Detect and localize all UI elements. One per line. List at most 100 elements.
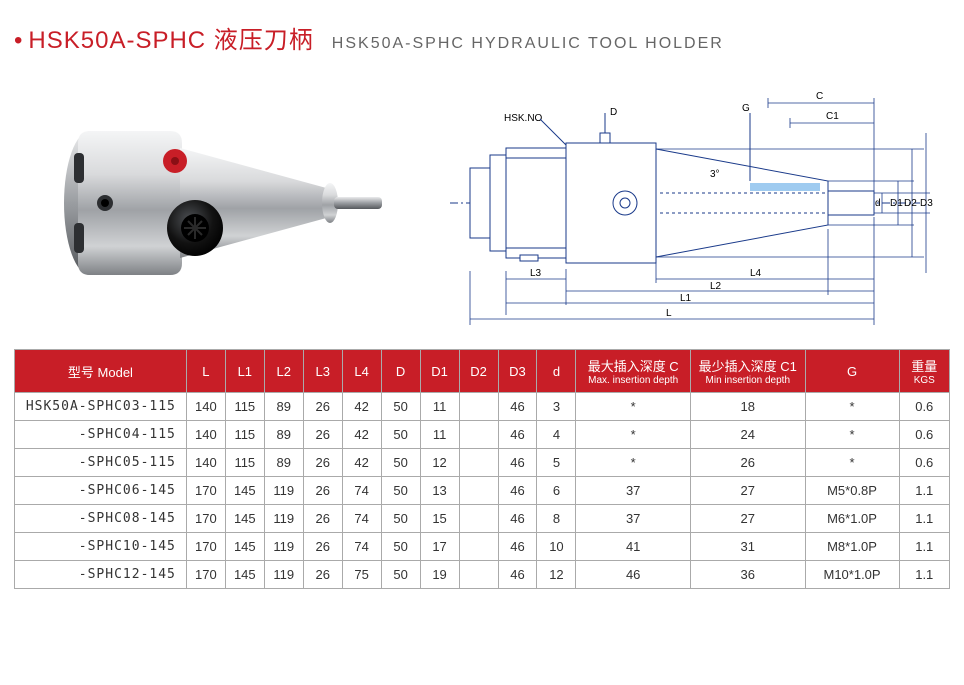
label-D: D (610, 107, 617, 118)
cell-L: 170 (186, 505, 225, 533)
cell-kgs: 1.1 (899, 477, 949, 505)
col-D1: D1 (420, 350, 459, 393)
col-model: 型号 Model (15, 350, 187, 393)
cell-kgs: 0.6 (899, 421, 949, 449)
label-C1: C1 (826, 111, 839, 122)
cell-G: M8*1.0P (805, 533, 899, 561)
cell-L4: 42 (342, 449, 381, 477)
cell-d: 10 (537, 533, 576, 561)
label-L2: L2 (710, 281, 722, 292)
col-D2: D2 (459, 350, 498, 393)
cell-G: * (805, 421, 899, 449)
cell-D3: 46 (498, 393, 537, 421)
col-maxC: 最大插入深度 CMax. insertion depth (576, 350, 691, 393)
cell-G: M6*1.0P (805, 505, 899, 533)
cell-kgs: 1.1 (899, 533, 949, 561)
cell-L4: 42 (342, 393, 381, 421)
cell-L: 140 (186, 421, 225, 449)
cell-D1: 19 (420, 561, 459, 589)
cell-D: 50 (381, 505, 420, 533)
label-d: d (875, 198, 881, 209)
cell-model: -SPHC06-145 (15, 477, 187, 505)
cell-minC1: 24 (690, 421, 805, 449)
table-row: -SPHC08-145170145119267450154683727M6*1.… (15, 505, 950, 533)
cell-D2 (459, 449, 498, 477)
cell-d: 3 (537, 393, 576, 421)
col-G: G (805, 350, 899, 393)
cell-L4: 74 (342, 533, 381, 561)
cell-model: -SPHC04-115 (15, 421, 187, 449)
cell-kgs: 0.6 (899, 449, 949, 477)
cell-d: 5 (537, 449, 576, 477)
col-L4: L4 (342, 350, 381, 393)
table-row: -SPHC04-1151401158926425011464*24*0.6 (15, 421, 950, 449)
col-L3: L3 (303, 350, 342, 393)
table-row: -SPHC06-145170145119267450134663727M5*0.… (15, 477, 950, 505)
cell-minC1: 18 (690, 393, 805, 421)
cell-D2 (459, 561, 498, 589)
label-3deg: 3° (710, 169, 720, 180)
cell-G: * (805, 449, 899, 477)
cell-L3: 26 (303, 477, 342, 505)
label-L4: L4 (750, 268, 762, 279)
cell-d: 12 (537, 561, 576, 589)
table-row: -SPHC10-1451701451192674501746104131M8*1… (15, 533, 950, 561)
cell-d: 6 (537, 477, 576, 505)
table-row: -SPHC12-1451701451192675501946124636M10*… (15, 561, 950, 589)
cell-L3: 26 (303, 421, 342, 449)
cell-maxC: * (576, 421, 691, 449)
cell-L2: 119 (264, 533, 303, 561)
cell-D1: 11 (420, 421, 459, 449)
col-D3: D3 (498, 350, 537, 393)
cell-L1: 145 (225, 561, 264, 589)
cell-model: -SPHC05-115 (15, 449, 187, 477)
cell-G: * (805, 393, 899, 421)
cell-D3: 46 (498, 449, 537, 477)
cell-L3: 26 (303, 505, 342, 533)
cell-D1: 11 (420, 393, 459, 421)
cell-D2 (459, 393, 498, 421)
cell-L1: 145 (225, 505, 264, 533)
cell-L4: 42 (342, 421, 381, 449)
cell-L2: 89 (264, 393, 303, 421)
cell-D2 (459, 477, 498, 505)
label-D1: D1 (890, 198, 903, 209)
label-hsk: HSK.NO (504, 113, 543, 124)
cell-L2: 119 (264, 561, 303, 589)
cell-D: 50 (381, 533, 420, 561)
cell-model: HSK50A-SPHC03-115 (15, 393, 187, 421)
cell-D: 50 (381, 393, 420, 421)
label-D3: D3 (920, 198, 933, 209)
col-L2: L2 (264, 350, 303, 393)
cell-L1: 145 (225, 477, 264, 505)
label-L: L (666, 308, 672, 319)
col-minC1: 最少插入深度 C1Min insertion depth (690, 350, 805, 393)
cell-L4: 74 (342, 477, 381, 505)
cell-L4: 74 (342, 505, 381, 533)
cell-L2: 89 (264, 421, 303, 449)
col-D: D (381, 350, 420, 393)
cell-kgs: 1.1 (899, 505, 949, 533)
cell-kgs: 0.6 (899, 393, 949, 421)
col-L: L (186, 350, 225, 393)
cell-maxC: * (576, 449, 691, 477)
cell-L: 140 (186, 393, 225, 421)
cell-D3: 46 (498, 505, 537, 533)
cell-D1: 13 (420, 477, 459, 505)
page-header: • HSK50A-SPHC 液压刀柄 HSK50A-SPHC HYDRAULIC… (0, 0, 964, 55)
cell-D3: 46 (498, 421, 537, 449)
cell-L: 170 (186, 561, 225, 589)
table-row: -SPHC05-1151401158926425012465*26*0.6 (15, 449, 950, 477)
cell-maxC: * (576, 393, 691, 421)
cell-L: 140 (186, 449, 225, 477)
cell-L: 170 (186, 477, 225, 505)
cell-L3: 26 (303, 393, 342, 421)
cell-L1: 115 (225, 393, 264, 421)
cell-minC1: 27 (690, 505, 805, 533)
cell-model: -SPHC08-145 (15, 505, 187, 533)
cell-D2 (459, 533, 498, 561)
cell-L2: 89 (264, 449, 303, 477)
cell-D: 50 (381, 449, 420, 477)
cell-D1: 17 (420, 533, 459, 561)
cell-minC1: 31 (690, 533, 805, 561)
